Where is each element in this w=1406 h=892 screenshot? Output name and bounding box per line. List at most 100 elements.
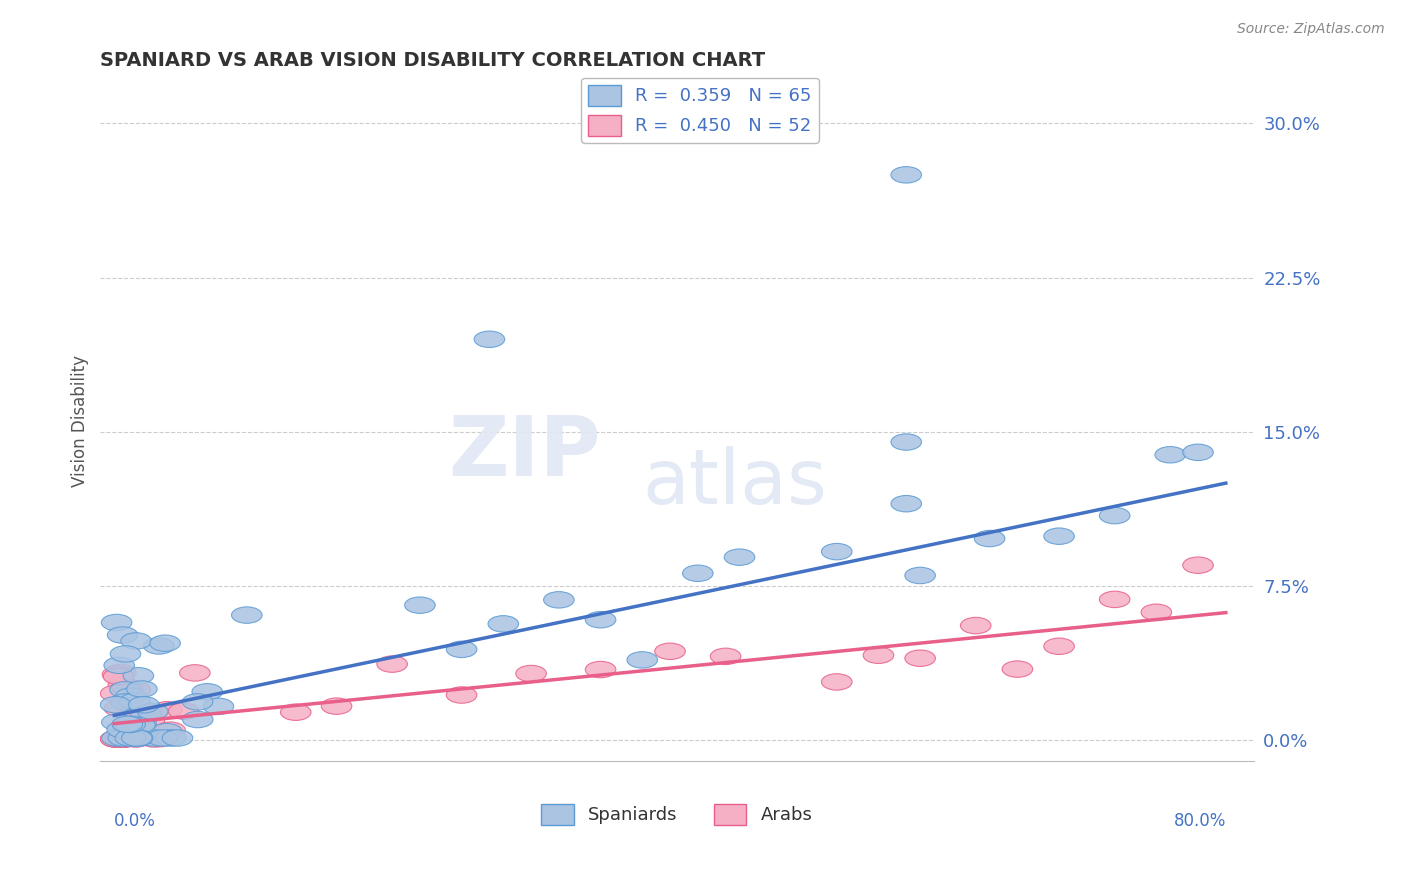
Ellipse shape xyxy=(111,679,142,696)
Ellipse shape xyxy=(120,681,150,698)
Ellipse shape xyxy=(104,700,135,716)
Ellipse shape xyxy=(118,721,149,738)
Ellipse shape xyxy=(105,665,136,681)
Ellipse shape xyxy=(131,706,162,723)
Ellipse shape xyxy=(128,697,159,713)
Ellipse shape xyxy=(120,730,149,747)
Ellipse shape xyxy=(488,615,519,632)
Ellipse shape xyxy=(107,627,138,643)
Ellipse shape xyxy=(103,668,134,685)
Ellipse shape xyxy=(138,730,169,747)
Ellipse shape xyxy=(183,711,214,728)
Ellipse shape xyxy=(107,727,138,743)
Ellipse shape xyxy=(232,607,262,624)
Ellipse shape xyxy=(134,712,165,729)
Text: SPANIARD VS ARAB VISION DISABILITY CORRELATION CHART: SPANIARD VS ARAB VISION DISABILITY CORRE… xyxy=(100,51,765,70)
Ellipse shape xyxy=(180,665,209,681)
Ellipse shape xyxy=(710,648,741,665)
Ellipse shape xyxy=(143,638,174,654)
Ellipse shape xyxy=(516,665,547,681)
Ellipse shape xyxy=(156,730,186,747)
Ellipse shape xyxy=(100,697,131,713)
Ellipse shape xyxy=(152,723,183,739)
Ellipse shape xyxy=(183,694,212,710)
Ellipse shape xyxy=(280,704,311,721)
Ellipse shape xyxy=(111,694,142,710)
Ellipse shape xyxy=(405,597,436,614)
Ellipse shape xyxy=(891,495,921,512)
Ellipse shape xyxy=(117,708,146,724)
Ellipse shape xyxy=(115,716,145,732)
Y-axis label: Vision Disability: Vision Disability xyxy=(72,356,89,487)
Ellipse shape xyxy=(446,641,477,657)
Ellipse shape xyxy=(100,731,131,747)
Ellipse shape xyxy=(585,661,616,678)
Ellipse shape xyxy=(1182,557,1213,574)
Ellipse shape xyxy=(104,657,135,673)
Ellipse shape xyxy=(145,731,176,747)
Ellipse shape xyxy=(115,688,146,705)
Ellipse shape xyxy=(655,643,685,659)
Ellipse shape xyxy=(202,698,233,714)
Ellipse shape xyxy=(377,656,408,673)
Ellipse shape xyxy=(169,703,198,719)
Ellipse shape xyxy=(117,720,148,736)
Ellipse shape xyxy=(121,632,152,649)
Ellipse shape xyxy=(103,731,132,747)
Ellipse shape xyxy=(104,731,135,747)
Ellipse shape xyxy=(1043,638,1074,655)
Ellipse shape xyxy=(107,731,138,747)
Ellipse shape xyxy=(112,716,142,732)
Ellipse shape xyxy=(115,730,146,747)
Ellipse shape xyxy=(152,701,181,718)
Ellipse shape xyxy=(322,698,352,714)
Ellipse shape xyxy=(107,722,138,738)
Legend: Spaniards, Arabs: Spaniards, Arabs xyxy=(534,797,820,832)
Ellipse shape xyxy=(446,687,477,703)
Ellipse shape xyxy=(474,331,505,348)
Ellipse shape xyxy=(122,730,153,747)
Ellipse shape xyxy=(905,567,935,583)
Ellipse shape xyxy=(112,679,142,696)
Ellipse shape xyxy=(100,731,131,747)
Ellipse shape xyxy=(960,617,991,634)
Ellipse shape xyxy=(101,615,132,631)
Text: ZIP: ZIP xyxy=(449,412,600,492)
Ellipse shape xyxy=(139,731,169,747)
Ellipse shape xyxy=(121,731,150,747)
Ellipse shape xyxy=(150,635,180,651)
Ellipse shape xyxy=(125,717,155,733)
Ellipse shape xyxy=(127,681,157,698)
Ellipse shape xyxy=(821,673,852,690)
Ellipse shape xyxy=(162,730,193,747)
Ellipse shape xyxy=(108,678,138,694)
Ellipse shape xyxy=(974,531,1005,547)
Ellipse shape xyxy=(124,667,153,684)
Ellipse shape xyxy=(110,681,141,698)
Ellipse shape xyxy=(155,722,186,739)
Text: 0.0%: 0.0% xyxy=(114,812,156,830)
Ellipse shape xyxy=(1182,444,1213,460)
Ellipse shape xyxy=(1002,661,1032,677)
Ellipse shape xyxy=(544,591,574,608)
Ellipse shape xyxy=(105,731,136,747)
Ellipse shape xyxy=(148,730,177,747)
Ellipse shape xyxy=(110,646,141,662)
Ellipse shape xyxy=(1099,508,1130,524)
Ellipse shape xyxy=(891,434,921,450)
Ellipse shape xyxy=(110,731,139,747)
Ellipse shape xyxy=(891,167,921,183)
Ellipse shape xyxy=(1043,528,1074,544)
Ellipse shape xyxy=(821,543,852,560)
Ellipse shape xyxy=(101,730,132,747)
Ellipse shape xyxy=(108,730,139,747)
Ellipse shape xyxy=(193,683,222,700)
Ellipse shape xyxy=(1154,447,1185,463)
Ellipse shape xyxy=(1099,591,1130,607)
Ellipse shape xyxy=(121,730,152,747)
Ellipse shape xyxy=(627,652,658,668)
Text: Source: ZipAtlas.com: Source: ZipAtlas.com xyxy=(1237,22,1385,37)
Ellipse shape xyxy=(100,685,131,702)
Text: atlas: atlas xyxy=(643,446,827,520)
Ellipse shape xyxy=(125,715,156,731)
